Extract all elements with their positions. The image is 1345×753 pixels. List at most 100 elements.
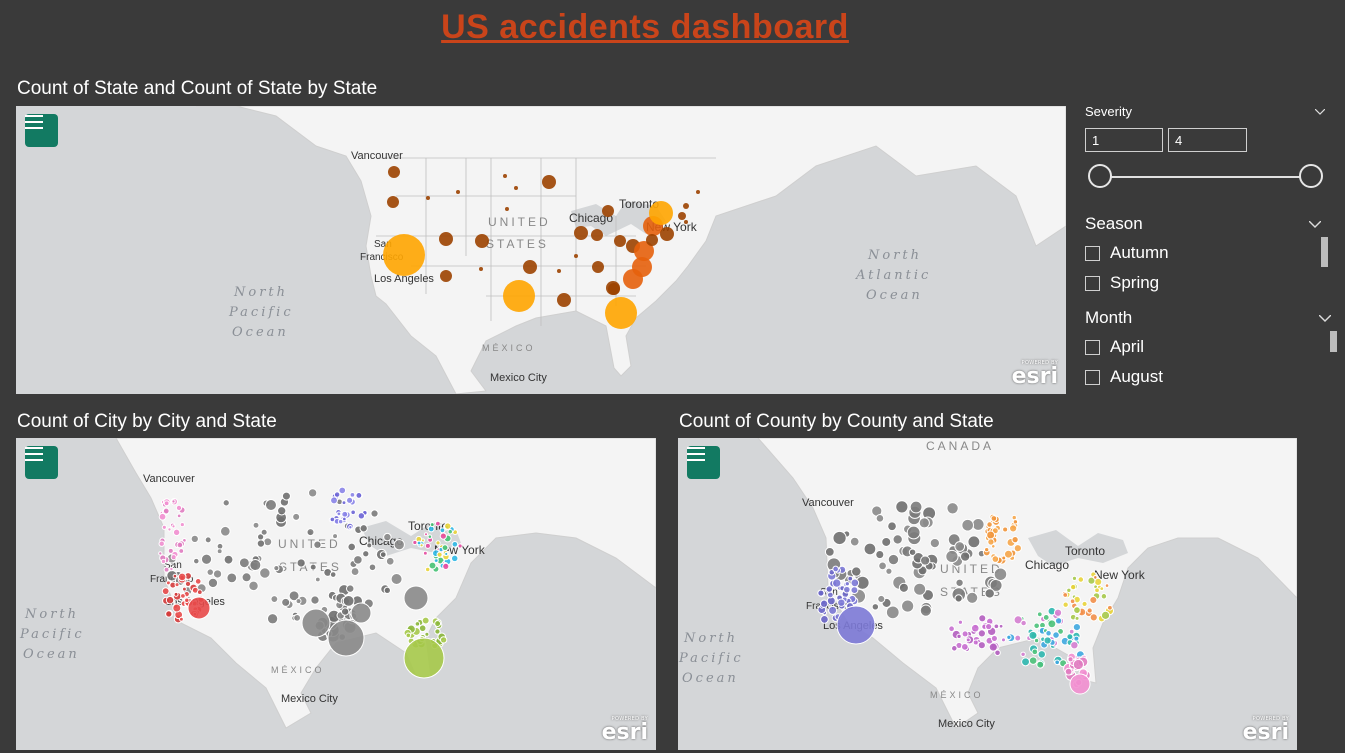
map-bubble[interactable] xyxy=(479,267,483,271)
map-bubble[interactable] xyxy=(878,561,887,571)
map-bubble[interactable] xyxy=(986,521,993,528)
map-bubble[interactable] xyxy=(434,628,441,635)
map-bubble[interactable] xyxy=(989,578,1003,592)
map-bubble[interactable] xyxy=(1086,607,1093,614)
map-bubble[interactable] xyxy=(350,567,360,576)
map-bubble[interactable] xyxy=(1062,592,1069,598)
map-bubble[interactable] xyxy=(885,605,900,620)
map-bubble[interactable] xyxy=(998,623,1004,629)
chevron-down-icon[interactable] xyxy=(1319,314,1331,322)
map-bubble[interactable] xyxy=(1028,630,1038,640)
map-bubble[interactable] xyxy=(370,509,379,518)
map-bubble[interactable] xyxy=(346,584,355,593)
map-bubble[interactable] xyxy=(308,488,318,498)
map-bubble[interactable] xyxy=(993,623,1000,630)
map-bubble[interactable] xyxy=(542,175,556,189)
map-bubble[interactable] xyxy=(385,556,395,566)
map-bubble[interactable] xyxy=(984,546,990,553)
map-bubble[interactable] xyxy=(349,491,356,498)
map-bubble[interactable] xyxy=(990,515,998,522)
map-bubble[interactable] xyxy=(819,599,829,608)
map-bubble[interactable] xyxy=(424,566,431,573)
map-bubble[interactable] xyxy=(1028,656,1038,665)
map-bubble[interactable] xyxy=(1100,610,1111,620)
map-bubble[interactable] xyxy=(238,557,250,569)
chevron-down-icon[interactable] xyxy=(1309,220,1321,228)
map-bubble[interactable] xyxy=(184,597,190,603)
map-bubble[interactable] xyxy=(355,492,363,499)
map-bubble[interactable] xyxy=(281,597,291,607)
map-bubble[interactable] xyxy=(348,525,353,530)
map-bubble[interactable] xyxy=(1089,596,1098,605)
map-bubble[interactable] xyxy=(265,499,277,512)
city-map[interactable]: Vancouver San Francisco Los Angeles Chic… xyxy=(16,438,656,750)
map-bubble[interactable] xyxy=(248,580,259,592)
map-bubble[interactable] xyxy=(387,196,399,208)
map-bubble[interactable] xyxy=(1106,604,1113,611)
checkbox[interactable] xyxy=(1085,339,1100,355)
map-bubble[interactable] xyxy=(574,226,588,240)
map-bubble[interactable] xyxy=(422,550,428,556)
map-bubble[interactable] xyxy=(444,522,452,530)
map-bubble[interactable] xyxy=(405,632,412,639)
map-bubble[interactable] xyxy=(178,616,184,622)
checkbox[interactable] xyxy=(1085,369,1100,385)
map-bubble[interactable] xyxy=(1006,634,1012,640)
map-bubble[interactable] xyxy=(184,580,192,588)
map-bubble[interactable] xyxy=(424,542,431,549)
map-bubble[interactable] xyxy=(503,174,507,178)
map-bubble[interactable] xyxy=(591,229,603,241)
map-bubble[interactable] xyxy=(190,534,199,544)
map-bubble[interactable] xyxy=(160,558,167,565)
map-bubble[interactable] xyxy=(162,507,170,515)
map-bubble[interactable] xyxy=(350,602,372,624)
map-bubble[interactable] xyxy=(828,605,838,615)
map-bubble[interactable] xyxy=(306,528,315,537)
map-bubble[interactable] xyxy=(918,517,930,529)
map-bubble[interactable] xyxy=(456,190,460,194)
map-bubble[interactable] xyxy=(987,538,995,546)
map-bubble[interactable] xyxy=(1042,614,1050,621)
map-bubble[interactable] xyxy=(908,548,917,556)
map-bubble[interactable] xyxy=(249,559,262,572)
state-map-menu-button[interactable] xyxy=(25,114,58,147)
map-bubble[interactable] xyxy=(196,589,203,596)
map-bubble[interactable] xyxy=(1011,514,1017,521)
map-bubble[interactable] xyxy=(436,551,443,558)
map-bubble[interactable] xyxy=(1064,667,1073,676)
map-bubble[interactable] xyxy=(171,499,176,504)
map-bubble[interactable] xyxy=(954,541,966,552)
map-bubble[interactable] xyxy=(523,260,537,274)
map-bubble[interactable] xyxy=(161,587,170,596)
chevron-down-icon[interactable] xyxy=(1315,108,1325,115)
map-bubble[interactable] xyxy=(440,270,452,282)
map-bubble[interactable] xyxy=(193,557,200,565)
map-bubble[interactable] xyxy=(383,234,425,276)
map-bubble[interactable] xyxy=(832,530,847,546)
map-bubble[interactable] xyxy=(887,521,897,532)
map-bubble[interactable] xyxy=(901,599,915,613)
map-bubble[interactable] xyxy=(970,623,980,633)
map-bubble[interactable] xyxy=(1021,657,1030,667)
map-bubble[interactable] xyxy=(424,631,430,637)
map-bubble[interactable] xyxy=(439,636,448,644)
map-bubble[interactable] xyxy=(909,500,923,514)
map-bubble[interactable] xyxy=(179,521,185,528)
map-bubble[interactable] xyxy=(421,616,430,625)
map-bubble[interactable] xyxy=(161,524,167,530)
map-bubble[interactable] xyxy=(887,553,900,566)
map-bubble[interactable] xyxy=(1077,576,1085,583)
map-bubble[interactable] xyxy=(216,548,223,555)
map-bubble[interactable] xyxy=(957,619,964,625)
map-bubble[interactable] xyxy=(270,595,279,603)
map-bubble[interactable] xyxy=(353,555,363,565)
map-bubble[interactable] xyxy=(877,594,886,604)
map-bubble[interactable] xyxy=(824,546,835,557)
map-bubble[interactable] xyxy=(991,555,1000,563)
map-bubble[interactable] xyxy=(342,594,355,607)
map-bubble[interactable] xyxy=(985,622,993,631)
map-bubble[interactable] xyxy=(1011,536,1019,544)
map-bubble[interactable] xyxy=(1054,617,1063,625)
map-bubble[interactable] xyxy=(602,205,614,217)
map-bubble[interactable] xyxy=(1066,587,1072,593)
